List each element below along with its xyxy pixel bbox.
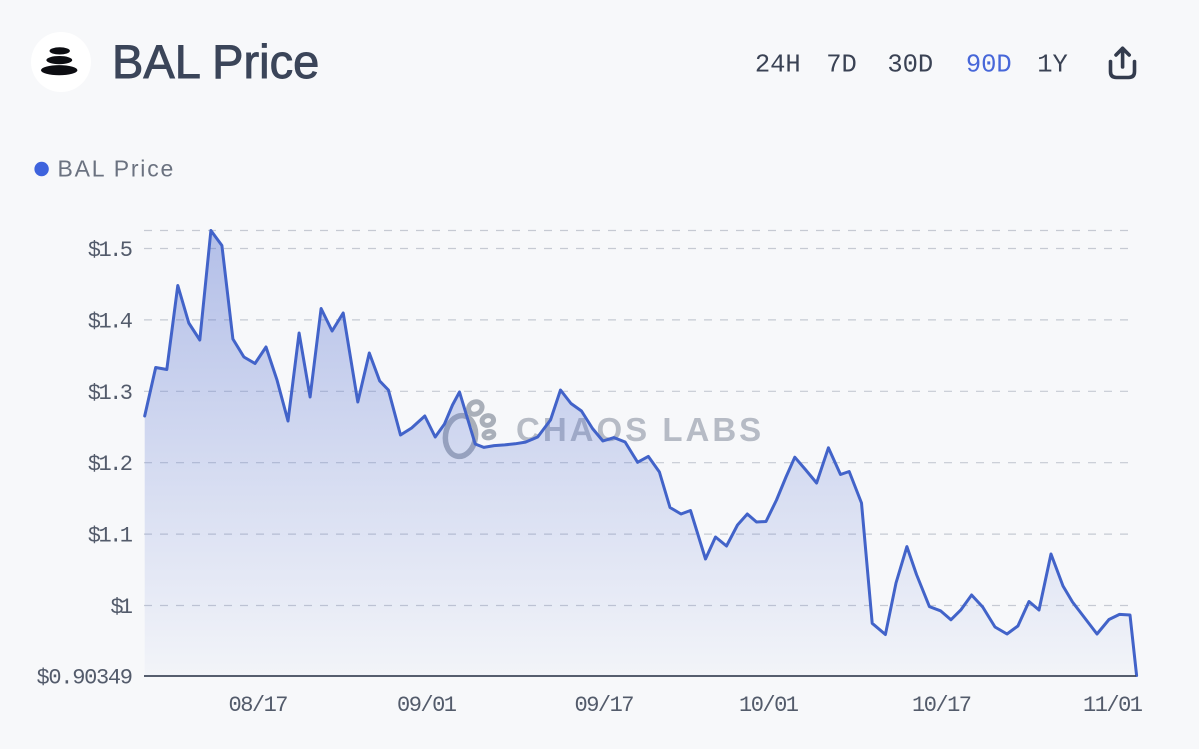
svg-text:08/17: 08/17 xyxy=(229,693,289,718)
svg-text:$1.3: $1.3 xyxy=(88,381,133,406)
svg-text:24H: 24H xyxy=(755,51,801,80)
svg-text:$1.1: $1.1 xyxy=(88,524,133,549)
svg-text:1Y: 1Y xyxy=(1037,51,1068,80)
svg-text:BAL Price: BAL Price xyxy=(112,35,319,88)
svg-text:09/17: 09/17 xyxy=(575,693,635,718)
svg-text:10/17: 10/17 xyxy=(912,693,972,718)
svg-text:90D: 90D xyxy=(966,51,1012,80)
svg-text:7D: 7D xyxy=(826,51,857,80)
svg-text:10/01: 10/01 xyxy=(739,693,799,718)
svg-text:$1.4: $1.4 xyxy=(88,309,133,334)
svg-text:$1.2: $1.2 xyxy=(88,452,133,477)
svg-text:11/01: 11/01 xyxy=(1083,693,1143,718)
svg-text:09/01: 09/01 xyxy=(397,693,457,718)
svg-text:$1.5: $1.5 xyxy=(88,238,133,263)
svg-text:BAL Price: BAL Price xyxy=(58,156,176,182)
svg-text:$1: $1 xyxy=(110,595,133,620)
svg-text:$0.90349: $0.90349 xyxy=(37,666,134,691)
svg-text:30D: 30D xyxy=(887,51,933,80)
